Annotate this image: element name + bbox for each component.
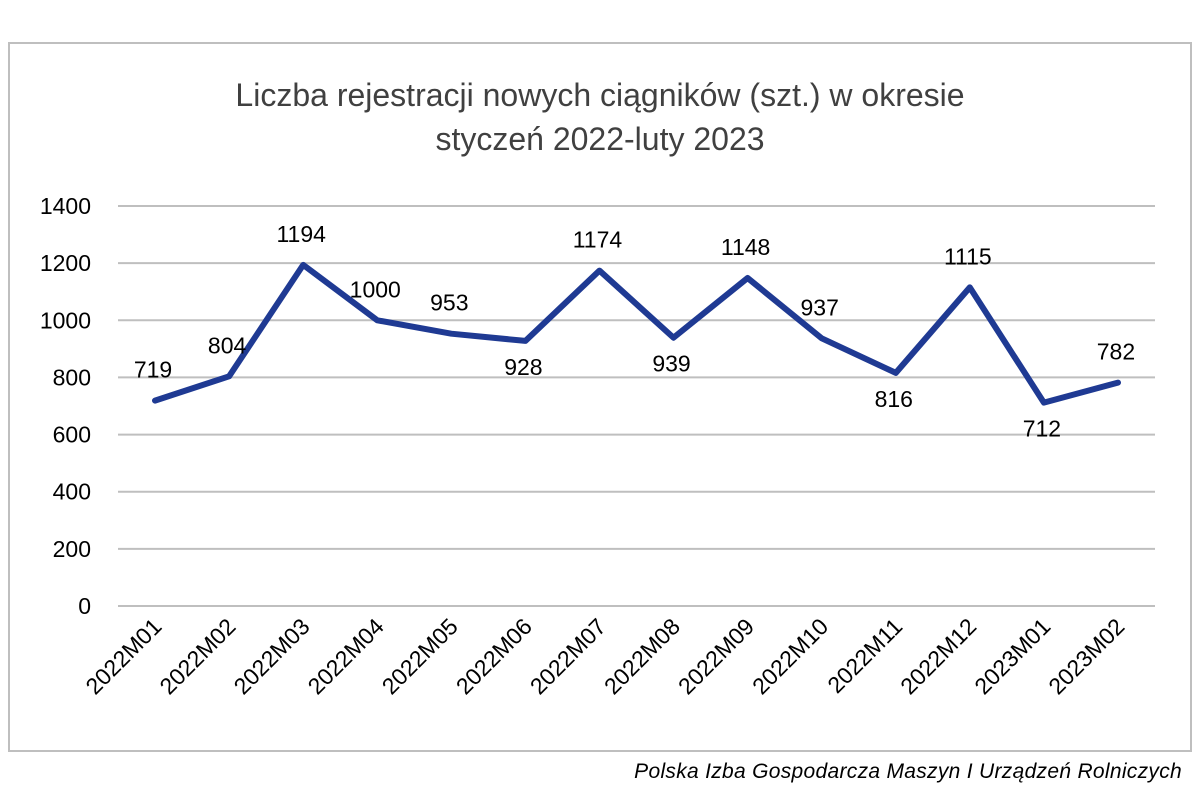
y-tick-label: 800 bbox=[53, 364, 91, 390]
chart-title: Liczba rejestracji nowych ciągników (szt… bbox=[235, 77, 964, 157]
data-label: 1115 bbox=[944, 243, 992, 269]
y-tick-label: 400 bbox=[53, 479, 91, 505]
chart-frame bbox=[8, 42, 1192, 752]
y-tick-label: 1400 bbox=[40, 193, 91, 219]
data-labels: 719 804 1194 1000 953 928 1174 939 1148 937 816 111… bbox=[134, 221, 1135, 442]
x-tick-label: 2022M03 bbox=[229, 613, 315, 699]
x-tick-label: 2023M01 bbox=[969, 613, 1055, 699]
x-tick-label: 2022M05 bbox=[377, 613, 463, 699]
data-label: 719 bbox=[134, 357, 172, 383]
x-tick-label: 2022M09 bbox=[673, 613, 759, 699]
data-label: 816 bbox=[875, 386, 913, 412]
y-axis-ticks: 0 200 400 600 800 1000 1200 1400 bbox=[40, 193, 91, 619]
data-label: 804 bbox=[208, 332, 247, 358]
data-label: 782 bbox=[1097, 339, 1135, 365]
x-tick-label: 2022M07 bbox=[525, 613, 611, 699]
x-tick-label: 2022M08 bbox=[599, 613, 685, 699]
data-label: 1000 bbox=[350, 276, 401, 302]
data-label: 928 bbox=[504, 354, 542, 380]
x-axis-ticks: 2022M012022M022022M032022M042022M052022M… bbox=[80, 613, 1129, 699]
data-label: 1174 bbox=[573, 227, 623, 253]
data-label: 1148 bbox=[721, 234, 770, 260]
data-label: 712 bbox=[1023, 416, 1061, 442]
chart-title-line: Liczba rejestracji nowych ciągników (szt… bbox=[235, 77, 964, 113]
series-line-group bbox=[152, 261, 1121, 406]
x-tick-label: 2022M06 bbox=[451, 613, 537, 699]
gridlines bbox=[118, 205, 1155, 607]
y-tick-label: 1200 bbox=[40, 250, 91, 276]
x-tick-label: 2022M12 bbox=[895, 613, 981, 699]
y-tick-label: 200 bbox=[53, 536, 91, 562]
series-line bbox=[152, 261, 1121, 406]
x-tick-label: 2022M04 bbox=[303, 613, 389, 699]
source-caption: Polska Izba Gospodarcza Maszyn I Urządze… bbox=[634, 760, 1182, 783]
x-tick-label: 2022M10 bbox=[747, 613, 833, 699]
x-tick-label: 2023M02 bbox=[1043, 613, 1129, 699]
y-tick-label: 600 bbox=[53, 422, 91, 448]
data-label: 953 bbox=[430, 290, 468, 316]
data-label: 1194 bbox=[276, 221, 326, 247]
data-label: 937 bbox=[800, 294, 838, 320]
chart-title-line: styczeń 2022-luty 2023 bbox=[435, 121, 764, 157]
y-tick-label: 1000 bbox=[40, 307, 91, 333]
x-tick-label: 2022M11 bbox=[822, 613, 907, 698]
data-label: 939 bbox=[652, 351, 690, 377]
y-tick-label: 0 bbox=[78, 593, 91, 619]
x-tick-label: 2022M01 bbox=[80, 613, 166, 699]
x-tick-label: 2022M02 bbox=[154, 613, 240, 699]
